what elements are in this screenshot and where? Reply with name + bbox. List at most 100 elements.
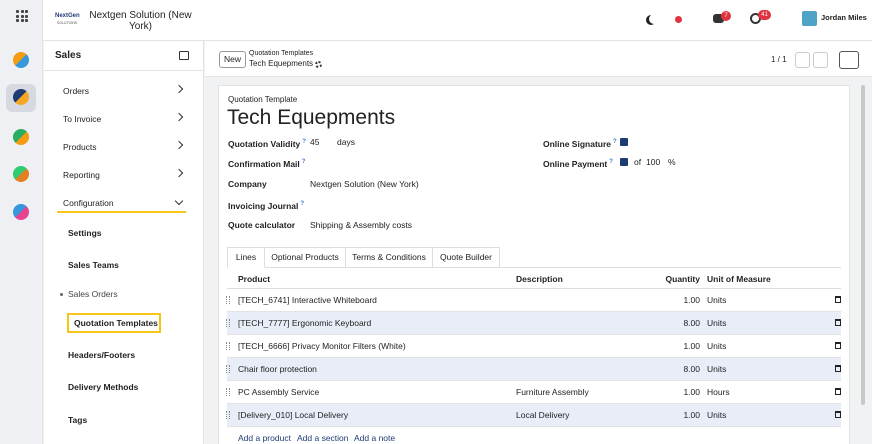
drag-handle[interactable] bbox=[226, 388, 230, 396]
chat-badge: 7 bbox=[721, 11, 731, 21]
drag-handle[interactable] bbox=[226, 319, 230, 327]
submenu-item[interactable]: Tags bbox=[68, 415, 88, 425]
app-icon[interactable] bbox=[13, 166, 29, 182]
cell-quantity: 8.00 bbox=[683, 364, 700, 374]
submenu-item[interactable]: Settings bbox=[68, 228, 102, 238]
trash-icon[interactable] bbox=[835, 411, 841, 418]
new-button[interactable]: New bbox=[219, 51, 246, 68]
label-text: Online Payment bbox=[543, 158, 608, 169]
menu-item[interactable]: Configuration bbox=[63, 198, 114, 208]
header-line bbox=[227, 288, 841, 289]
company: Nextgen Solution (New York) bbox=[89, 10, 192, 32]
menu-item[interactable]: Orders bbox=[63, 86, 89, 96]
trash-icon[interactable] bbox=[835, 296, 841, 303]
submenu-item[interactable]: Sales Orders bbox=[68, 289, 118, 299]
field-label: Company bbox=[228, 178, 267, 190]
trash-icon[interactable] bbox=[835, 342, 841, 349]
apps-dot bbox=[20, 19, 24, 22]
tab[interactable]: Terms & Conditions bbox=[346, 247, 433, 268]
field-label: Online Payment? bbox=[543, 156, 613, 170]
app-icon[interactable] bbox=[13, 89, 29, 105]
sidebar-toggle[interactable] bbox=[179, 51, 189, 60]
apps-dot bbox=[20, 10, 24, 13]
drag-handle[interactable] bbox=[226, 365, 230, 373]
field-label: Confirmation Mail? bbox=[228, 156, 305, 170]
form-title: Tech Equepments bbox=[227, 106, 396, 129]
cell-product[interactable]: PC Assembly Service bbox=[238, 387, 320, 397]
cell-product[interactable]: [Delivery_010] Local Delivery bbox=[238, 410, 349, 420]
tabs-line bbox=[227, 267, 841, 268]
field-value[interactable]: 45 bbox=[310, 137, 320, 147]
cell-product[interactable]: [TECH_7777] Ergonomic Keyboard bbox=[238, 318, 372, 328]
label-text: Invoicing Journal bbox=[228, 200, 299, 211]
trash-icon[interactable] bbox=[835, 365, 841, 372]
breadcrumb-parent[interactable]: Quotation Templates bbox=[249, 50, 314, 57]
menu-item[interactable]: Products bbox=[63, 142, 97, 152]
tab[interactable]: Quote Builder bbox=[433, 247, 500, 268]
cell-quantity: 1.00 bbox=[683, 295, 700, 305]
pager: 1 / 1 bbox=[771, 55, 787, 64]
app-icon[interactable] bbox=[13, 129, 29, 145]
submenu-item[interactable]: Headers/Footers bbox=[68, 350, 136, 360]
trash-icon[interactable] bbox=[835, 388, 841, 395]
submenu-item[interactable]: Quotation Templates bbox=[74, 318, 158, 328]
cell-quantity: 1.00 bbox=[683, 341, 700, 351]
cell-product[interactable]: Chair floor protection bbox=[238, 364, 317, 374]
chat-icon[interactable] bbox=[713, 14, 724, 23]
field-label: Quotation Validity? bbox=[228, 136, 306, 150]
sidebar bbox=[44, 41, 204, 444]
status-dot[interactable] bbox=[675, 16, 682, 23]
moon-icon[interactable] bbox=[649, 14, 659, 24]
cell-product[interactable]: [TECH_6666] Privacy Monitor Filters (Whi… bbox=[238, 341, 406, 351]
label-text: Quotation Validity bbox=[228, 138, 301, 149]
drag-handle[interactable] bbox=[226, 342, 230, 350]
sidebar-divider bbox=[44, 70, 204, 71]
app-icon[interactable] bbox=[13, 204, 29, 220]
cell-quantity: 1.00 bbox=[683, 387, 700, 397]
tab[interactable]: Lines bbox=[227, 247, 265, 268]
field-value[interactable]: 100 bbox=[646, 157, 661, 167]
active-underline bbox=[57, 211, 186, 213]
pager-prev[interactable] bbox=[795, 52, 810, 68]
avatar[interactable] bbox=[802, 11, 817, 26]
tab[interactable]: Optional Products bbox=[265, 247, 346, 268]
gear-icon[interactable] bbox=[315, 61, 322, 68]
apps-dot bbox=[16, 19, 19, 22]
drag-handle[interactable] bbox=[226, 411, 230, 419]
cell-product[interactable]: [TECH_6741] Interactive Whiteboard bbox=[238, 295, 377, 305]
submenu-item[interactable]: Delivery Methods bbox=[68, 382, 139, 392]
field-label: Quote calculator bbox=[228, 219, 295, 231]
trash-icon[interactable] bbox=[835, 319, 841, 326]
label-text: Company bbox=[228, 179, 267, 189]
search-button[interactable] bbox=[839, 51, 859, 69]
user-name[interactable]: Jordan Miles bbox=[821, 13, 867, 22]
checkbox[interactable] bbox=[620, 158, 628, 166]
drag-handle[interactable] bbox=[226, 296, 230, 304]
checkbox[interactable] bbox=[620, 138, 628, 146]
pager-next[interactable] bbox=[813, 52, 828, 68]
app-icon[interactable] bbox=[13, 52, 29, 68]
footer-link[interactable]: Add a note bbox=[354, 433, 396, 443]
cell-quantity: 8.00 bbox=[683, 318, 700, 328]
footer-link[interactable]: Add a section bbox=[297, 433, 349, 443]
field-value[interactable]: Shipping & Assembly costs bbox=[310, 220, 413, 230]
cell-unit: Units bbox=[707, 341, 727, 351]
logo-sub: SOLUTIONS bbox=[57, 21, 78, 25]
table-row bbox=[227, 404, 841, 427]
submenu-item[interactable]: Sales Teams bbox=[68, 260, 119, 270]
field-unit: % bbox=[668, 157, 676, 167]
form-label: Quotation Template bbox=[228, 95, 298, 104]
apps-dot bbox=[16, 10, 19, 13]
apps-icon[interactable] bbox=[16, 10, 28, 22]
help-marker: ? bbox=[301, 159, 306, 165]
footer-link[interactable]: Add a product bbox=[238, 433, 291, 443]
cell-unit: Units bbox=[707, 295, 727, 305]
menu-item[interactable]: Reporting bbox=[63, 170, 100, 180]
breadcrumb-current: Tech Equepments bbox=[249, 59, 314, 68]
apps-dot bbox=[20, 14, 24, 18]
menu-item[interactable]: To Invoice bbox=[63, 114, 102, 124]
field-value[interactable]: Nextgen Solution (New York) bbox=[310, 179, 419, 189]
field-label: Online Signature? bbox=[543, 136, 617, 150]
cell-unit: Units bbox=[707, 410, 727, 420]
